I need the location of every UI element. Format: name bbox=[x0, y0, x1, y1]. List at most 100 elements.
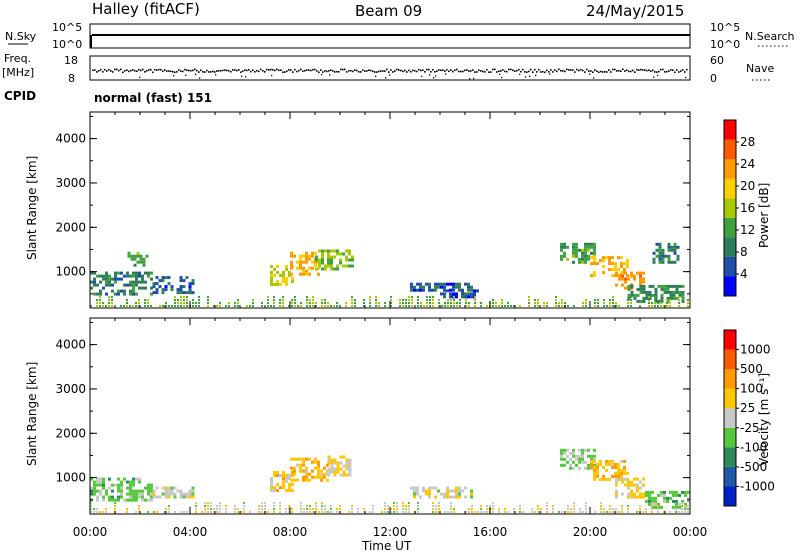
echo-cell bbox=[450, 502, 452, 504]
echo-cell bbox=[300, 508, 302, 510]
echo-cell bbox=[179, 492, 183, 496]
echo-cell bbox=[612, 511, 614, 513]
echo-cell bbox=[267, 511, 269, 513]
echo-cell bbox=[410, 288, 413, 292]
echo-cell bbox=[108, 283, 111, 287]
colorbar-tick-label: -100 bbox=[740, 440, 767, 454]
echo-cell bbox=[108, 299, 110, 301]
echo-cell bbox=[669, 290, 673, 294]
echo-cell bbox=[639, 480, 642, 484]
echo-cell bbox=[139, 260, 143, 264]
echo-cell bbox=[177, 299, 179, 301]
echo-cell bbox=[480, 302, 482, 304]
echo-cell bbox=[670, 245, 674, 249]
echo-cell bbox=[663, 493, 666, 497]
echo-cell bbox=[393, 502, 395, 504]
echo-cell bbox=[132, 280, 135, 284]
nsky-label: N.Sky bbox=[5, 30, 37, 43]
echo-cell bbox=[273, 511, 275, 513]
colorbar-tick-label: -500 bbox=[740, 460, 767, 474]
echo-cell bbox=[306, 296, 308, 298]
echo-cell bbox=[225, 505, 227, 507]
echo-cell bbox=[446, 492, 449, 496]
echo-cell bbox=[333, 473, 337, 477]
echo-cell bbox=[642, 299, 646, 303]
echo-cell bbox=[330, 505, 332, 507]
echo-cell bbox=[138, 489, 141, 493]
echo-cell bbox=[291, 305, 293, 307]
echo-cell bbox=[135, 292, 138, 296]
echo-cell bbox=[305, 251, 308, 255]
echo-cell bbox=[585, 302, 587, 304]
echo-cell bbox=[351, 299, 353, 301]
echo-cell bbox=[90, 486, 93, 490]
echo-cell bbox=[620, 265, 623, 269]
echo-cell bbox=[590, 462, 593, 466]
echo-cell bbox=[282, 280, 285, 283]
echo-cell bbox=[129, 305, 131, 307]
echo-cell bbox=[611, 262, 614, 266]
echo-cell bbox=[294, 302, 296, 304]
echo-cell bbox=[667, 248, 671, 252]
echo-cell bbox=[459, 302, 461, 304]
echo-cell bbox=[630, 305, 632, 307]
colorbar-tick-label: 500 bbox=[740, 362, 763, 376]
echo-cell bbox=[317, 475, 320, 479]
echo-cell bbox=[652, 251, 656, 255]
echo-cell bbox=[474, 305, 476, 307]
echo-cell bbox=[132, 477, 135, 481]
echo-cell bbox=[321, 505, 323, 507]
echo-cell bbox=[182, 291, 186, 295]
echo-cell bbox=[666, 284, 670, 288]
echo-cell bbox=[96, 508, 98, 510]
echo-cell bbox=[179, 291, 183, 295]
echo-cell bbox=[168, 305, 170, 307]
echo-cell bbox=[290, 457, 293, 461]
echo-cell bbox=[302, 272, 305, 276]
echo-cell bbox=[617, 256, 620, 260]
echo-cell bbox=[228, 305, 230, 307]
echo-cell bbox=[639, 280, 642, 284]
echo-cell bbox=[336, 305, 338, 307]
echo-cell bbox=[111, 299, 113, 301]
nsearch-tick-bottom: 10^0 bbox=[710, 38, 740, 51]
echo-cell bbox=[639, 505, 641, 507]
echo-cell bbox=[299, 469, 302, 473]
echo-cell bbox=[501, 302, 503, 304]
echo-cell bbox=[449, 495, 452, 499]
echo-cell bbox=[303, 508, 305, 510]
echo-cell bbox=[309, 511, 311, 513]
echo-cell bbox=[416, 288, 419, 292]
echo-cell bbox=[294, 296, 296, 298]
echo-cell bbox=[174, 511, 176, 513]
echo-cell bbox=[132, 489, 135, 493]
echo-cell bbox=[672, 296, 676, 300]
echo-cell bbox=[630, 495, 633, 499]
echo-cell bbox=[584, 254, 587, 258]
echo-cell bbox=[138, 305, 140, 307]
echo-cell bbox=[291, 280, 294, 283]
echo-cell bbox=[321, 255, 324, 259]
colorbar-segment bbox=[724, 139, 736, 160]
echo-cell bbox=[305, 466, 308, 470]
echo-cell bbox=[167, 486, 171, 490]
echo-cell bbox=[458, 495, 461, 499]
echo-cell bbox=[563, 448, 566, 452]
echo-cell bbox=[660, 505, 663, 509]
colorbar-tick-label: 8 bbox=[740, 245, 748, 259]
echo-cell bbox=[492, 511, 494, 513]
echo-cell bbox=[468, 305, 470, 307]
echo-cell bbox=[132, 286, 135, 290]
echo-cell bbox=[155, 282, 159, 286]
echo-cell bbox=[429, 299, 431, 301]
echo-cell bbox=[102, 486, 105, 490]
echo-cell bbox=[296, 457, 299, 461]
echo-cell bbox=[348, 264, 351, 268]
echo-cell bbox=[597, 299, 599, 301]
echo-cell bbox=[666, 296, 670, 300]
echo-cell bbox=[127, 254, 131, 258]
echo-cell bbox=[666, 299, 670, 303]
echo-cell bbox=[330, 511, 332, 513]
echo-cell bbox=[339, 258, 342, 262]
echo-cell bbox=[419, 288, 422, 292]
